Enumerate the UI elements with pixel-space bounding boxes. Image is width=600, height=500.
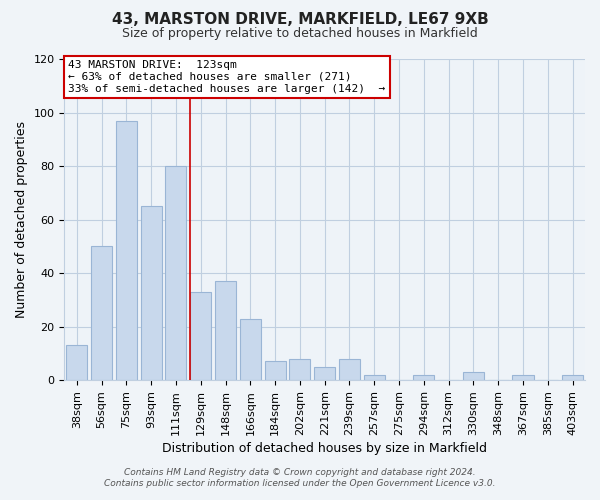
Text: 43 MARSTON DRIVE:  123sqm
← 63% of detached houses are smaller (271)
33% of semi: 43 MARSTON DRIVE: 123sqm ← 63% of detach… bbox=[68, 60, 385, 94]
Bar bbox=[463, 372, 484, 380]
Bar bbox=[91, 246, 112, 380]
Bar bbox=[265, 362, 286, 380]
Text: Size of property relative to detached houses in Markfield: Size of property relative to detached ho… bbox=[122, 28, 478, 40]
Bar bbox=[364, 375, 385, 380]
Bar bbox=[314, 367, 335, 380]
X-axis label: Distribution of detached houses by size in Markfield: Distribution of detached houses by size … bbox=[162, 442, 487, 455]
Bar bbox=[240, 318, 261, 380]
Bar bbox=[166, 166, 187, 380]
Bar bbox=[562, 375, 583, 380]
Bar bbox=[512, 375, 533, 380]
Bar bbox=[66, 346, 88, 380]
Y-axis label: Number of detached properties: Number of detached properties bbox=[15, 121, 28, 318]
Text: 43, MARSTON DRIVE, MARKFIELD, LE67 9XB: 43, MARSTON DRIVE, MARKFIELD, LE67 9XB bbox=[112, 12, 488, 28]
Bar bbox=[140, 206, 162, 380]
Bar bbox=[215, 281, 236, 380]
Bar bbox=[190, 292, 211, 380]
Bar bbox=[413, 375, 434, 380]
Bar bbox=[289, 359, 310, 380]
Bar bbox=[116, 120, 137, 380]
Bar bbox=[339, 359, 360, 380]
Text: Contains HM Land Registry data © Crown copyright and database right 2024.
Contai: Contains HM Land Registry data © Crown c… bbox=[104, 468, 496, 487]
